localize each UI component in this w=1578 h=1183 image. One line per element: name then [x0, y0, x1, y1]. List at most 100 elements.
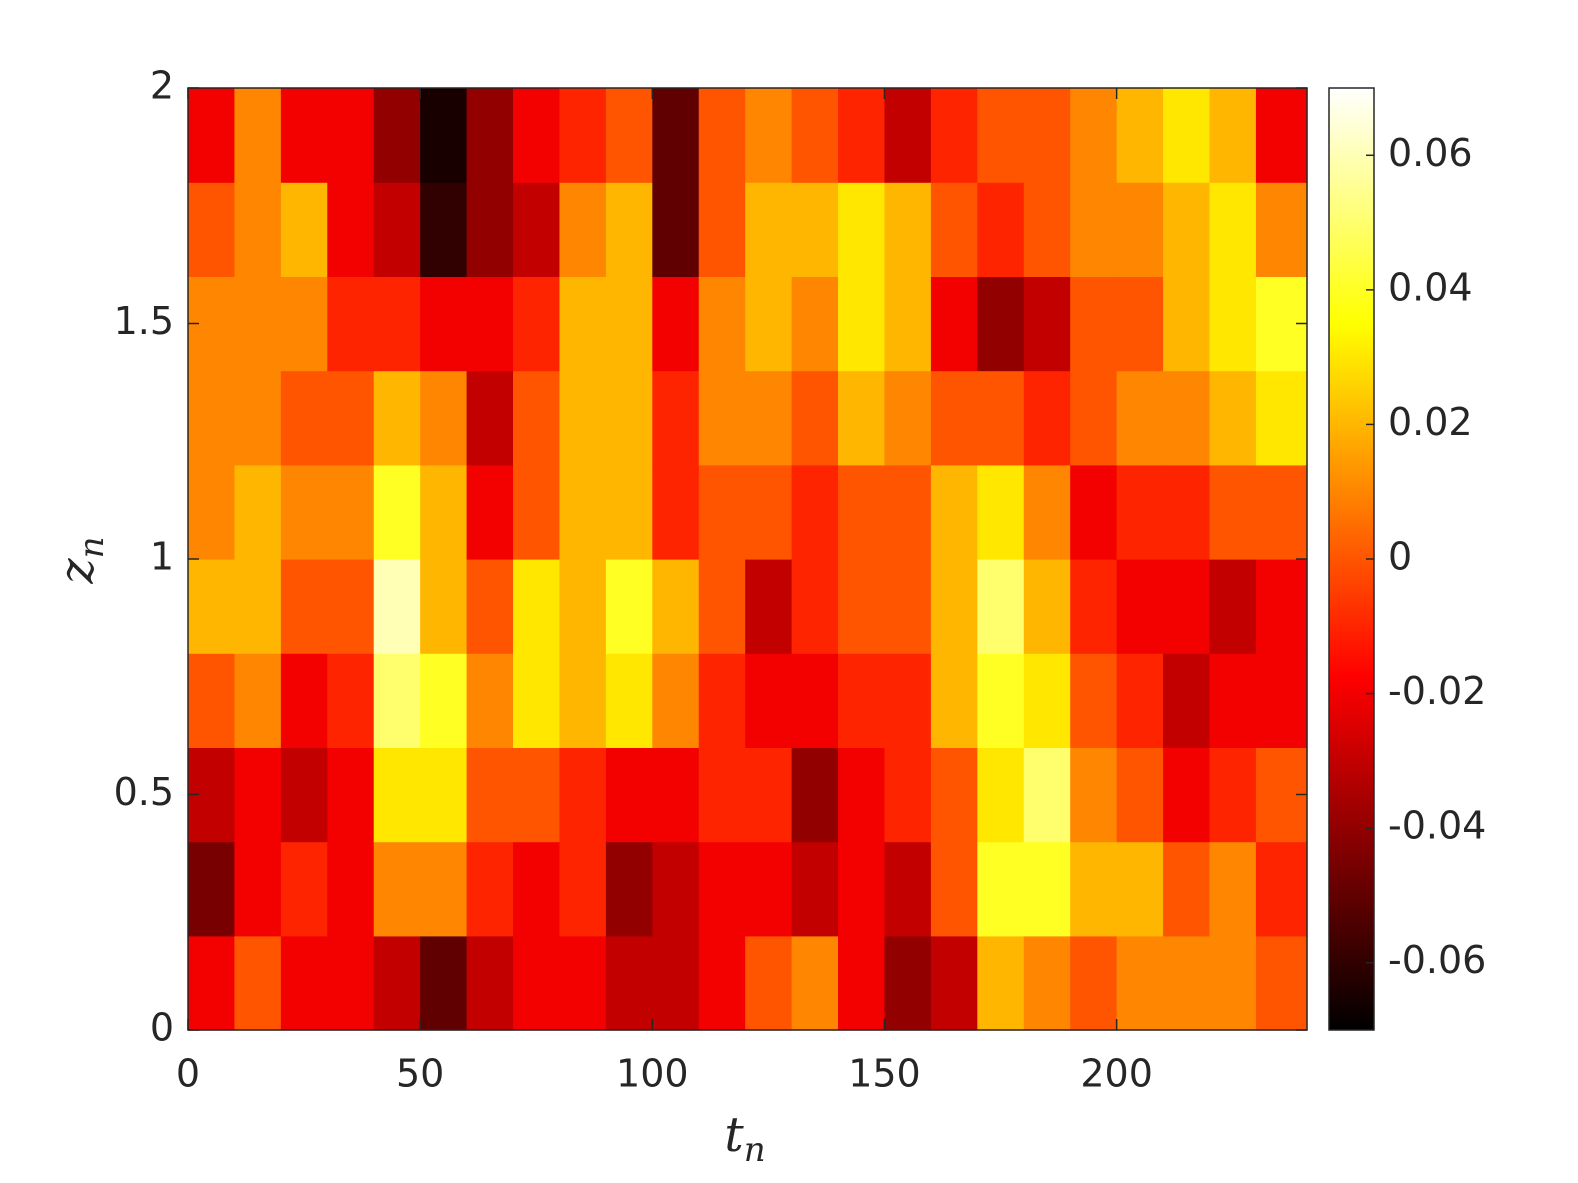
heatmap-cell: [698, 88, 746, 183]
heatmap-cell: [1255, 88, 1308, 183]
heatmap-cell: [1163, 88, 1211, 183]
heatmap-cell: [373, 464, 421, 560]
heatmap-cell: [698, 935, 746, 1031]
heatmap-cell: [1070, 370, 1118, 466]
heatmap-cell: [466, 370, 514, 466]
heatmap-cell: [466, 653, 514, 748]
heatmap-cell: [327, 559, 375, 654]
heatmap-cell: [1023, 935, 1071, 1031]
heatmap-cell: [373, 935, 421, 1031]
heatmap-cell: [698, 653, 746, 748]
heatmap-cell: [652, 182, 700, 277]
heatmap-cell: [1116, 464, 1164, 560]
heatmap-cell: [884, 841, 932, 937]
y-tick-label: 2: [150, 64, 174, 108]
heatmap-cell: [977, 276, 1025, 372]
heatmap-cell: [559, 276, 607, 372]
heatmap-cell: [698, 559, 746, 654]
heatmap-cell: [466, 747, 514, 843]
heatmap-cell: [1163, 935, 1211, 1031]
y-label-subscript: n: [72, 536, 112, 558]
heatmap-cell: [420, 559, 468, 654]
heatmap-cell: [791, 276, 839, 372]
heatmap-cell: [1255, 182, 1308, 277]
heatmap-cell: [1163, 559, 1211, 654]
heatmap-cell: [791, 559, 839, 654]
heatmap-cell: [745, 370, 793, 466]
heatmap-cell: [420, 276, 468, 372]
heatmap-cell: [1023, 370, 1071, 466]
heatmap-cell: [466, 88, 514, 183]
heatmap-cell: [745, 747, 793, 843]
heatmap-cell: [884, 464, 932, 560]
heatmap-cell: [420, 747, 468, 843]
heatmap-cell: [280, 88, 328, 183]
heatmap-cell: [327, 841, 375, 937]
heatmap-cell: [559, 559, 607, 654]
heatmap-cell: [977, 370, 1025, 466]
heatmap-cell: [652, 747, 700, 843]
heatmap-cell: [420, 370, 468, 466]
heatmap-cell: [1023, 841, 1071, 937]
heatmap-cell: [1209, 841, 1257, 937]
heatmap-cell: [884, 276, 932, 372]
heatmap-cell: [188, 464, 236, 560]
heatmap-cell: [1116, 935, 1164, 1031]
heatmap-cell: [373, 182, 421, 277]
heatmap-cell: [930, 841, 978, 937]
heatmap-cell: [327, 88, 375, 183]
heatmap-cell: [280, 182, 328, 277]
heatmap-cell: [466, 182, 514, 277]
heatmap-cell: [930, 88, 978, 183]
heatmap-cell: [791, 935, 839, 1031]
heatmap-cell: [327, 935, 375, 1031]
y-tick-label: 1.5: [114, 299, 174, 343]
x-label-subscript: n: [744, 1130, 766, 1170]
heatmap-cell: [605, 747, 653, 843]
heatmap-cell: [188, 559, 236, 654]
x-label-text: t: [724, 1107, 744, 1163]
heatmap-cell: [838, 276, 886, 372]
heatmap-cell: [745, 88, 793, 183]
heatmap-cell: [420, 841, 468, 937]
heatmap-cell: [652, 841, 700, 937]
heatmap-cell: [838, 559, 886, 654]
heatmap-cell: [327, 747, 375, 843]
heatmap-cell: [838, 464, 886, 560]
x-tick-label: 0: [176, 1052, 200, 1096]
heatmap-cell: [745, 653, 793, 748]
x-tick-label: 50: [396, 1052, 444, 1096]
colorbar-tick-label: 0.02: [1388, 400, 1473, 444]
heatmap-cell: [234, 88, 282, 183]
heatmap-cell: [791, 88, 839, 183]
heatmap-cell: [327, 653, 375, 748]
heatmap-cell: [791, 653, 839, 748]
heatmap-cell: [280, 559, 328, 654]
heatmap-cell: [605, 841, 653, 937]
heatmap-cell: [559, 370, 607, 466]
heatmap-cell: [745, 182, 793, 277]
heatmap-cell: [513, 464, 561, 560]
heatmap-cell: [977, 841, 1025, 937]
heatmap-cell: [930, 935, 978, 1031]
heatmap-cell: [930, 464, 978, 560]
heatmap-cell: [838, 653, 886, 748]
heatmap-cell: [698, 370, 746, 466]
heatmap-cell: [791, 747, 839, 843]
heatmap-cell: [1116, 276, 1164, 372]
heatmap-cell: [1209, 182, 1257, 277]
heatmap-cell: [466, 841, 514, 937]
heatmap-cell: [1163, 841, 1211, 937]
heatmap-cell: [698, 182, 746, 277]
heatmap-cell: [1163, 747, 1211, 843]
heatmap-cell: [234, 747, 282, 843]
heatmap-cell: [1023, 182, 1071, 277]
heatmap-cell: [373, 276, 421, 372]
heatmap-cell: [1116, 370, 1164, 466]
heatmap-cell: [791, 464, 839, 560]
heatmap-cell: [1209, 935, 1257, 1031]
heatmap-cell: [513, 182, 561, 277]
heatmap-cell: [234, 464, 282, 560]
heatmap-cell: [234, 653, 282, 748]
